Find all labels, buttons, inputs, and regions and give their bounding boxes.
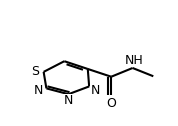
- Text: O: O: [106, 97, 116, 110]
- Text: N: N: [91, 84, 100, 97]
- Text: S: S: [31, 65, 39, 78]
- Text: N: N: [34, 84, 43, 97]
- Text: NH: NH: [124, 54, 143, 67]
- Text: N: N: [64, 94, 73, 107]
